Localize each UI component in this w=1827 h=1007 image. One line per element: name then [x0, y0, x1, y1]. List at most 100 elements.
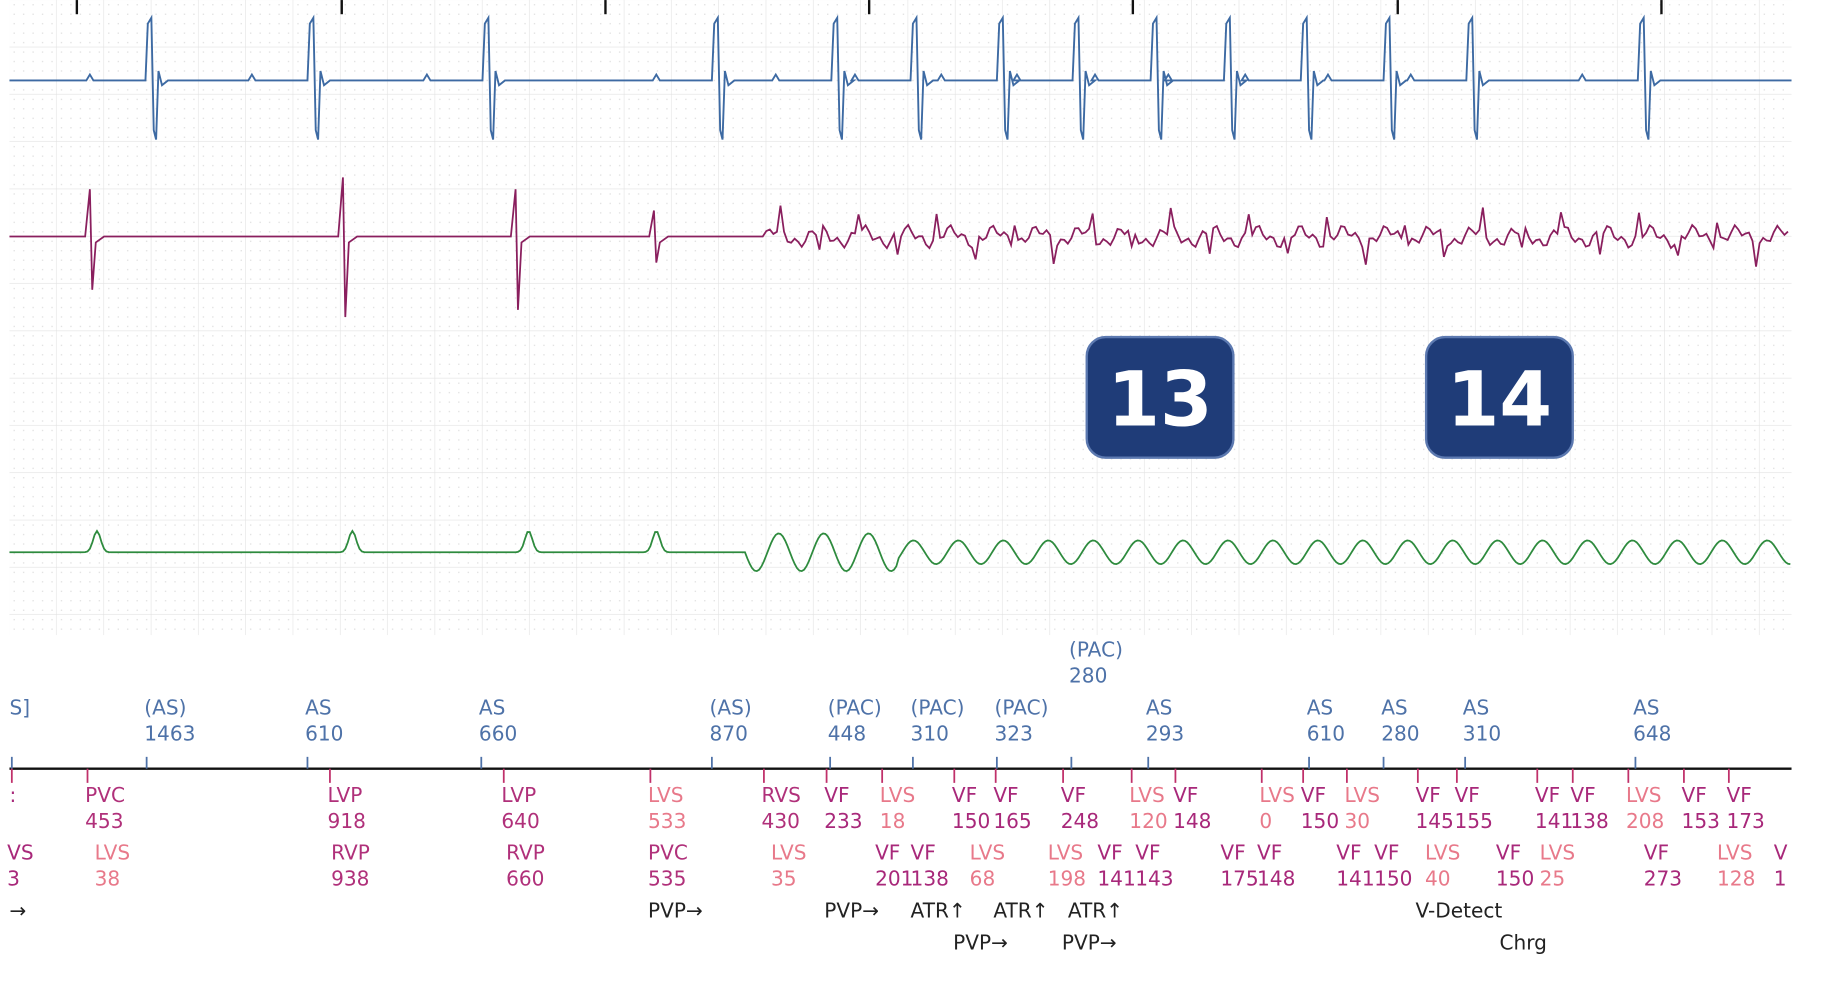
- marker-label: LVS: [1425, 841, 1461, 865]
- marker-label: LVS: [1048, 841, 1083, 865]
- marker-value: 610: [305, 721, 343, 745]
- marker-value: 150: [1496, 867, 1534, 891]
- marker-value: 141: [1535, 809, 1573, 833]
- marker-label: AS: [1381, 695, 1408, 719]
- marker-label: VF: [1644, 841, 1669, 865]
- badge-label: 13: [1107, 356, 1212, 444]
- marker-label: LVS: [880, 783, 916, 807]
- marker-label: LVS: [1717, 841, 1753, 865]
- marker-value: 3: [7, 867, 20, 891]
- marker-label: VF: [1220, 841, 1245, 865]
- event-label: →: [9, 899, 26, 923]
- marker-label: VF: [1336, 841, 1361, 865]
- marker-label: VF: [1173, 783, 1198, 807]
- marker-value: 138: [1570, 809, 1608, 833]
- marker-label: AS: [305, 695, 332, 719]
- marker-label: (AS): [144, 695, 186, 719]
- marker-label: VF: [1135, 841, 1160, 865]
- marker-label: VF: [1726, 783, 1751, 807]
- marker-value: 25: [1540, 867, 1566, 891]
- event-label: PVP→: [953, 931, 1008, 955]
- marker-label: LVP: [328, 783, 363, 807]
- marker-value: 1: [1774, 867, 1787, 891]
- marker-label: VF: [1535, 783, 1560, 807]
- marker-value: 153: [1682, 809, 1720, 833]
- marker-value: 18: [880, 809, 906, 833]
- marker-label: VF: [1570, 783, 1595, 807]
- marker-value: 248: [1061, 809, 1099, 833]
- marker-label: LVS: [771, 841, 807, 865]
- marker-label: VF: [1061, 783, 1086, 807]
- marker-label: LVS: [1129, 783, 1165, 807]
- marker-value: 150: [952, 809, 990, 833]
- marker-value: 120: [1129, 809, 1167, 833]
- marker-value: 1463: [144, 721, 195, 745]
- marker-value: 453: [85, 809, 123, 833]
- marker-value: 640: [501, 809, 539, 833]
- marker-value: 660: [506, 867, 544, 891]
- marker-value: 40: [1425, 867, 1451, 891]
- event-label: PVP→: [1062, 931, 1117, 955]
- marker-value: 448: [828, 721, 866, 745]
- marker-value: 648: [1633, 721, 1671, 745]
- marker-label: VF: [1415, 783, 1440, 807]
- marker-value: 293: [1146, 721, 1184, 745]
- marker-value: 430: [762, 809, 800, 833]
- marker-value: 870: [710, 721, 748, 745]
- marker-value: 208: [1626, 809, 1664, 833]
- marker-value: 155: [1455, 809, 1493, 833]
- marker-label: :: [9, 783, 16, 807]
- marker-value: 35: [771, 867, 797, 891]
- marker-value: 201: [875, 867, 913, 891]
- marker-value: 533: [648, 809, 686, 833]
- marker-label: LVS: [1626, 783, 1662, 807]
- marker-label: VF: [911, 841, 936, 865]
- marker-value: 535: [648, 867, 686, 891]
- marker-label: LVS: [95, 841, 131, 865]
- marker-value: 38: [95, 867, 121, 891]
- marker-value: 273: [1644, 867, 1682, 891]
- marker-label: AS: [1146, 695, 1173, 719]
- marker-label: PVC: [648, 841, 688, 865]
- grid-major: [9, 0, 1792, 636]
- marker-value: 150: [1301, 809, 1339, 833]
- badge-label: 14: [1447, 356, 1552, 444]
- marker-value: 68: [970, 867, 996, 891]
- marker-value: 918: [328, 809, 366, 833]
- marker-label: VF: [1301, 783, 1326, 807]
- marker-value: 0: [1259, 809, 1272, 833]
- marker-label: RVP: [506, 841, 545, 865]
- ecg-trace: [9, 14, 1792, 140]
- marker-label: LVS: [970, 841, 1005, 865]
- marker-label: LVS: [1345, 783, 1380, 807]
- marker-label: VF: [1097, 841, 1122, 865]
- event-label: PVP→: [824, 899, 879, 923]
- marker-value: 660: [479, 721, 517, 745]
- marker-label: (PAC): [995, 695, 1049, 719]
- badge: 13: [1085, 335, 1235, 459]
- marker-label: VF: [1682, 783, 1707, 807]
- marker-value: 143: [1135, 867, 1173, 891]
- marker-label: LVP: [501, 783, 536, 807]
- marker-value: 145: [1415, 809, 1453, 833]
- marker-value: 148: [1173, 809, 1211, 833]
- marker-label: VF: [1496, 841, 1521, 865]
- marker-label: AS: [479, 695, 506, 719]
- marker-label: V: [1774, 841, 1788, 865]
- marker-label: VF: [1374, 841, 1399, 865]
- marker-label: RVP: [331, 841, 370, 865]
- marker-label: AS: [1307, 695, 1334, 719]
- marker-label: (AS): [710, 695, 752, 719]
- event-label: PVP→: [648, 899, 703, 923]
- marker-value: 198: [1048, 867, 1086, 891]
- marker-label: (PAC): [828, 695, 882, 719]
- marker-label: RVS: [762, 783, 801, 807]
- marker-value: 141: [1097, 867, 1135, 891]
- marker-label: LVS: [648, 783, 683, 807]
- marker-value: 610: [1307, 721, 1345, 745]
- marker-value: 310: [1463, 721, 1501, 745]
- marker-value: 165: [993, 809, 1031, 833]
- marker-value: 323: [995, 721, 1033, 745]
